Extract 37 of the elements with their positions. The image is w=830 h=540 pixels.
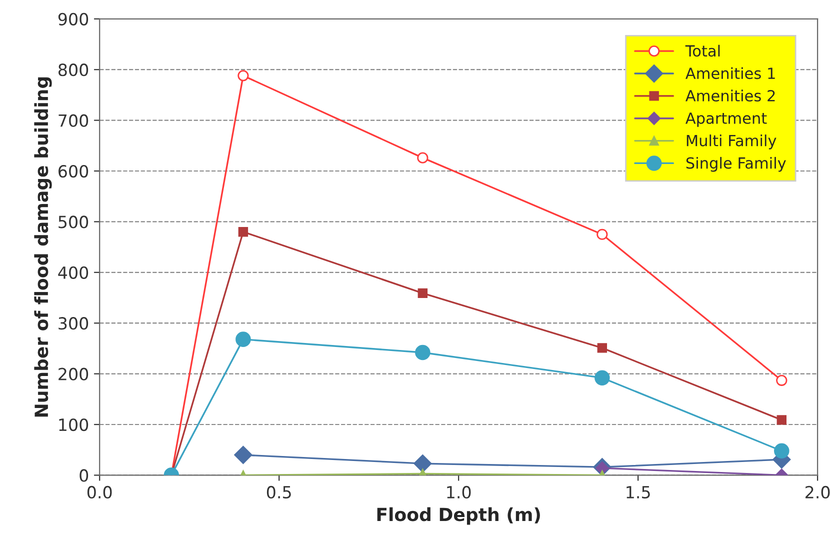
- legend-label: Amenities 1: [686, 67, 775, 80]
- y-axis-title: Number of flood damage building: [34, 77, 52, 417]
- point: [597, 343, 608, 353]
- y-tick-label: 700: [58, 114, 88, 127]
- y-tick-label: 400: [58, 266, 88, 279]
- point: [776, 374, 788, 386]
- point: [238, 70, 249, 82]
- x-tick-label: 1.5: [626, 486, 650, 499]
- point: [774, 443, 790, 459]
- y-tick-label: 200: [58, 368, 88, 380]
- x-tick-label: 1.0: [447, 486, 471, 499]
- y-tick-label: 300: [58, 317, 88, 330]
- point: [234, 446, 252, 464]
- point: [414, 454, 432, 473]
- y-tick-label: 500: [58, 216, 88, 228]
- point: [238, 226, 248, 237]
- x-tick-label: 0.5: [266, 486, 291, 499]
- legend-label: Total: [685, 44, 720, 57]
- point: [415, 344, 430, 360]
- y-tick-label: 800: [58, 64, 88, 76]
- legend-label: Apartment: [686, 112, 767, 127]
- point: [596, 228, 608, 240]
- x-tick-label: 0.0: [87, 486, 112, 499]
- y-tick-label: 600: [58, 164, 88, 178]
- y-tick-label: 0: [80, 469, 88, 482]
- point: [236, 332, 251, 347]
- x-axis-title: Flood Depth (m): [377, 507, 540, 525]
- point: [417, 152, 428, 164]
- point: [418, 288, 428, 298]
- point: [594, 370, 610, 386]
- y-tick-label: 100: [59, 418, 88, 432]
- legend-label: Amenities 2: [686, 90, 775, 102]
- x-tick-label: 2.0: [806, 486, 830, 499]
- point: [776, 415, 787, 425]
- legend-label: Multi Family: [686, 134, 776, 150]
- legend-label: Single Family: [686, 156, 786, 172]
- y-tick-label: 900: [58, 12, 88, 26]
